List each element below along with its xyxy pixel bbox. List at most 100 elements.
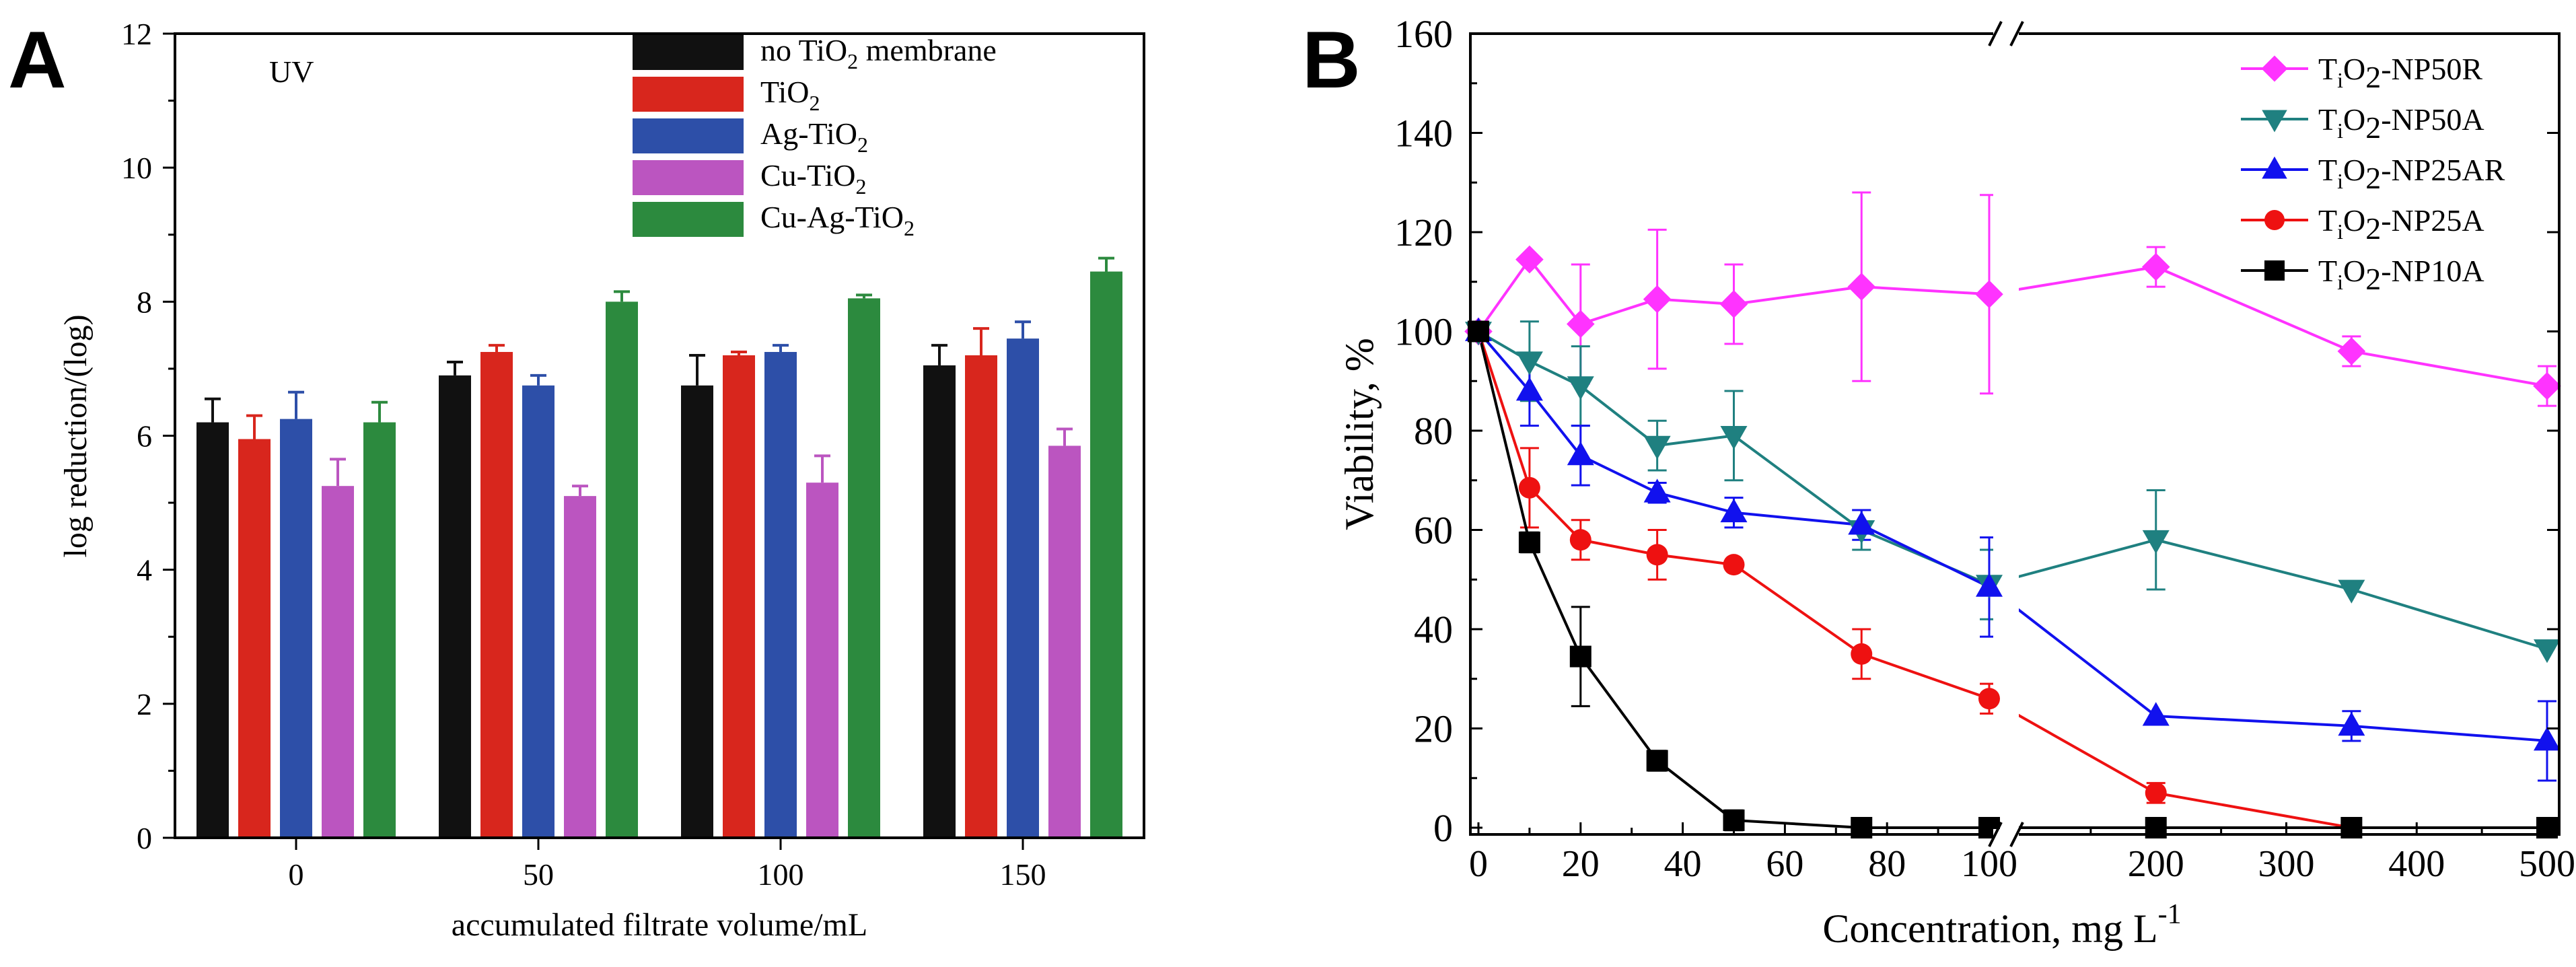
x-tick-label: 20 [1562, 843, 1600, 885]
data-point-diamond [1515, 245, 1544, 274]
data-point-diamond [1567, 310, 1595, 338]
data-point-square [1646, 750, 1668, 772]
data-point-triangle-up [1848, 511, 1875, 535]
y-tick-label: 4 [137, 553, 152, 587]
data-point-square [2264, 260, 2285, 281]
y-axis-ticks-a: 0 2 4 6 8 10 12 [121, 17, 175, 855]
data-point-triangle-up [1720, 498, 1748, 523]
bar [923, 365, 956, 838]
bar [196, 422, 229, 838]
data-point-triangle-down [1515, 351, 1543, 375]
bar [764, 352, 797, 838]
y-axis-label-b: Viability, % [1337, 338, 1382, 530]
data-point-circle [1851, 643, 1873, 665]
data-point-circle [1978, 688, 2000, 710]
legend-label-sub: 2 [857, 133, 868, 157]
series-line [1477, 330, 2548, 651]
data-point-triangle-up [2338, 712, 2365, 736]
legend-label-tail: -NP50A [2381, 102, 2484, 137]
x-tick-label: 200 [2128, 843, 2184, 885]
data-point-triangle-down [1720, 425, 1748, 450]
y-tick-label: 6 [137, 419, 152, 454]
bar [681, 385, 713, 838]
data-point-triangle-up [1567, 441, 1594, 466]
x-axis-ticks-a: 0 50 100 150 [289, 838, 1046, 892]
legend-label-main: no TiO [760, 33, 847, 67]
y-tick-label: 60 [1414, 509, 1453, 552]
panel-label-a: A [8, 15, 67, 105]
x-tick-label: 0 [1469, 843, 1488, 885]
y-tick-label: 80 [1414, 409, 1453, 453]
legend-label: TiO2 [760, 75, 820, 115]
series-line [1477, 257, 2548, 388]
y-tick-label: 8 [137, 285, 152, 319]
y-axis-ticks-b: 0 20 40 60 80 100 120 140 160 [1394, 12, 2559, 850]
x-tick-label: 100 [758, 857, 804, 892]
uv-annotation: UV [269, 55, 314, 89]
plot-frame-a [174, 32, 1145, 839]
legend-label: no TiO2 membrane [760, 33, 997, 73]
axis-break-gap-edge [1993, 829, 2019, 840]
bar [848, 298, 880, 838]
bar [806, 482, 838, 838]
legend-label-sub: 2 [855, 174, 866, 199]
legend-label-main: Cu-TiO [760, 158, 855, 192]
data-point-diamond [1975, 280, 2003, 308]
legend-swatch [633, 118, 744, 153]
legend-label: Cu-TiO2 [760, 158, 866, 199]
data-point-triangle-up [1515, 377, 1543, 401]
data-point-triangle-down [1567, 376, 1594, 400]
y-tick-label: 12 [121, 17, 152, 51]
data-point-triangle-down [2534, 639, 2561, 664]
legend-label-sub: 2 [847, 49, 858, 73]
legend-swatch [633, 77, 744, 112]
bar [322, 486, 354, 838]
legend-label-a-sub: i [2337, 68, 2343, 92]
bar [723, 355, 755, 838]
x-tick-label: 80 [1868, 843, 1906, 885]
x-axis-ticks-b: 0 20 40 60 80 100 200 300 400 500 [1469, 822, 2575, 885]
data-point-diamond [1847, 273, 1876, 301]
data-point-diamond [2337, 337, 2366, 365]
legend-swatch [633, 160, 744, 195]
legend-label-b-sub: 2 [2365, 262, 2381, 296]
y-axis-label-a: log reduction/(log) [58, 314, 94, 557]
legend-label-main: Ag-TiO [760, 116, 857, 151]
legend-label-b: O [2343, 52, 2365, 86]
data-point-circle [1723, 554, 1745, 576]
x-tick-label: 50 [523, 857, 554, 892]
legend-label-main: TiO [760, 75, 809, 109]
y-tick-label: 2 [137, 687, 152, 721]
legend-label-b: O [2343, 102, 2365, 137]
data-point-triangle-up [1976, 573, 2003, 597]
y-tick-label: 40 [1414, 608, 1453, 651]
data-point-circle [2145, 782, 2167, 804]
legend-label-b-sub: 2 [2365, 161, 2381, 195]
panel-label-b: B [1302, 15, 1361, 105]
legend-swatch [633, 35, 744, 70]
bar-series-group [196, 256, 1122, 838]
y-tick-label: 20 [1414, 707, 1453, 751]
data-point-diamond [2141, 252, 2170, 281]
x-axis-label-b-sup: -1 [2158, 899, 2182, 930]
legend-label-sub: 2 [809, 91, 820, 115]
legend-b: TiO2-NP50RTiO2-NP50ATiO2-NP25ARTiO2-NP25… [2241, 52, 2505, 296]
data-point-diamond [2533, 371, 2561, 400]
legend-label-a-sub: i [2337, 219, 2343, 244]
legend-label-b: O [2343, 203, 2365, 238]
data-point-diamond [1643, 285, 1672, 314]
y-tick-label: 100 [1394, 310, 1453, 354]
axis-break-mark [1988, 21, 2003, 46]
legend-label-tail: -NP25AR [2381, 153, 2505, 187]
data-point-triangle-up [1643, 478, 1671, 503]
data-point-triangle-down [2142, 530, 2170, 554]
bar [1007, 338, 1039, 838]
legend-label: Cu-Ag-TiO2 [760, 200, 915, 240]
legend-label: TiO2-NP10A [2318, 254, 2484, 296]
data-point-circle [1646, 544, 1668, 566]
data-point-circle [2264, 210, 2285, 230]
bar [965, 355, 997, 838]
x-tick-label: 0 [289, 857, 304, 892]
bar [480, 352, 513, 838]
bar [564, 496, 596, 838]
